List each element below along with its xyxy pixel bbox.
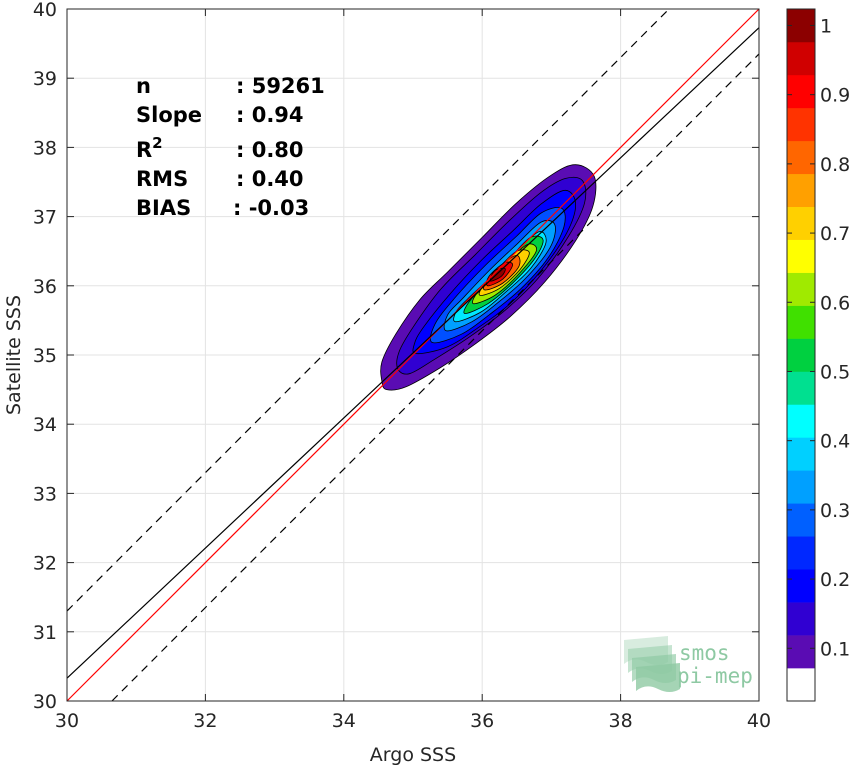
y-axis-ticks: 30 31 32 33 34 35 36 37 38 39 40 (33, 0, 759, 713)
colorbar-segment (787, 503, 815, 537)
stat-value: : -0.03 (233, 196, 309, 220)
y-tick-label: 34 (33, 414, 57, 436)
stat-value: : 0.40 (236, 167, 304, 191)
logo-text-line2: pi-mep (677, 664, 753, 688)
smos-pi-mep-logo: smos pi-mep (624, 636, 753, 692)
y-tick-label: 38 (33, 137, 57, 159)
x-tick-label: 30 (55, 710, 79, 732)
reference-lines (66, 8, 760, 702)
identity-line (66, 8, 760, 702)
colorbar-segment (787, 668, 815, 702)
colorbar: 0.1 0.2 0.3 0.4 0.5 0.6 0.7 0.8 0.9 1 (786, 8, 850, 702)
colorbar-tick-label: 0.6 (820, 292, 850, 314)
colorbar-segment (787, 437, 815, 471)
y-tick-label: 36 (33, 276, 57, 298)
colorbar-tick-label: 0.8 (820, 154, 850, 176)
lower-bound-line (111, 53, 760, 702)
colorbar-segment (787, 206, 815, 240)
colorbar-tick-label: 0.9 (820, 85, 850, 107)
x-tick-label: 36 (470, 710, 494, 732)
colorbar-frame (786, 8, 816, 702)
regression-line (66, 27, 760, 679)
colorbar-segment (787, 272, 815, 306)
y-tick-label: 32 (33, 553, 57, 575)
colorbar-segment (787, 371, 815, 405)
colorbar-segment (787, 173, 815, 208)
y-axis-label: Satellite SSS (3, 295, 25, 415)
logo-wave-layer (636, 663, 680, 692)
colorbar-segment (787, 602, 815, 636)
colorbar-tick-label: 0.4 (820, 431, 850, 453)
y-tick-label: 33 (33, 483, 57, 505)
stat-label: n (136, 74, 151, 98)
y-tick-label: 35 (33, 345, 57, 367)
y-tick-label: 31 (33, 622, 57, 644)
colorbar-segment (787, 305, 815, 339)
colorbar-segment (787, 74, 815, 109)
stat-label: BIAS (136, 196, 191, 220)
colorbar-tick-label: 0.2 (820, 569, 850, 591)
colorbar-segment (787, 140, 815, 175)
x-tick-label: 40 (747, 710, 771, 732)
density-contours (380, 164, 597, 391)
colorbar-segment (787, 41, 815, 76)
colorbar-tick-label: 0.5 (820, 361, 850, 383)
colorbar-tick-label: 0.1 (820, 638, 850, 660)
y-tick-label: 40 (33, 0, 57, 21)
statistics-box: n : 59261 Slope : 0.94 R2 : 0.80 RMS : 0.40 BIAS… (136, 74, 325, 220)
stat-value: : 0.94 (236, 103, 304, 127)
x-axis-label: Argo SSS (370, 744, 456, 766)
logo-waves-icon (624, 636, 680, 692)
colorbar-segment (787, 536, 815, 570)
stat-label-superscript: 2 (152, 134, 162, 152)
stat-label: Slope (136, 103, 202, 127)
x-tick-label: 38 (609, 710, 633, 732)
colorbar-segment (787, 569, 815, 603)
x-tick-label: 34 (332, 710, 356, 732)
y-tick-label: 37 (33, 207, 57, 229)
y-tick-label: 39 (33, 68, 57, 90)
stat-value: : 59261 (236, 74, 325, 98)
stat-value: : 0.80 (236, 138, 304, 162)
upper-bound-line (66, 8, 670, 612)
logo-text-line1: smos (679, 641, 730, 665)
colorbar-tick-label: 0.3 (820, 500, 850, 522)
colorbar-segment (787, 404, 815, 438)
colorbar-segment (787, 470, 815, 504)
contour-level (489, 267, 506, 282)
colorbar-segment (787, 338, 815, 372)
x-tick-label: 32 (193, 710, 217, 732)
colorbar-tick-label: 0.7 (820, 223, 850, 245)
stat-label: RMS (136, 167, 188, 191)
y-tick-label: 30 (33, 691, 57, 713)
colorbar-segment (787, 239, 815, 273)
colorbar-tick-label: 1 (820, 15, 832, 37)
stat-label: R2 (136, 134, 163, 162)
colorbar-segment (787, 635, 815, 669)
x-axis-ticks: 30 32 34 36 38 40 (55, 9, 771, 732)
colorbar-segment (787, 107, 815, 142)
